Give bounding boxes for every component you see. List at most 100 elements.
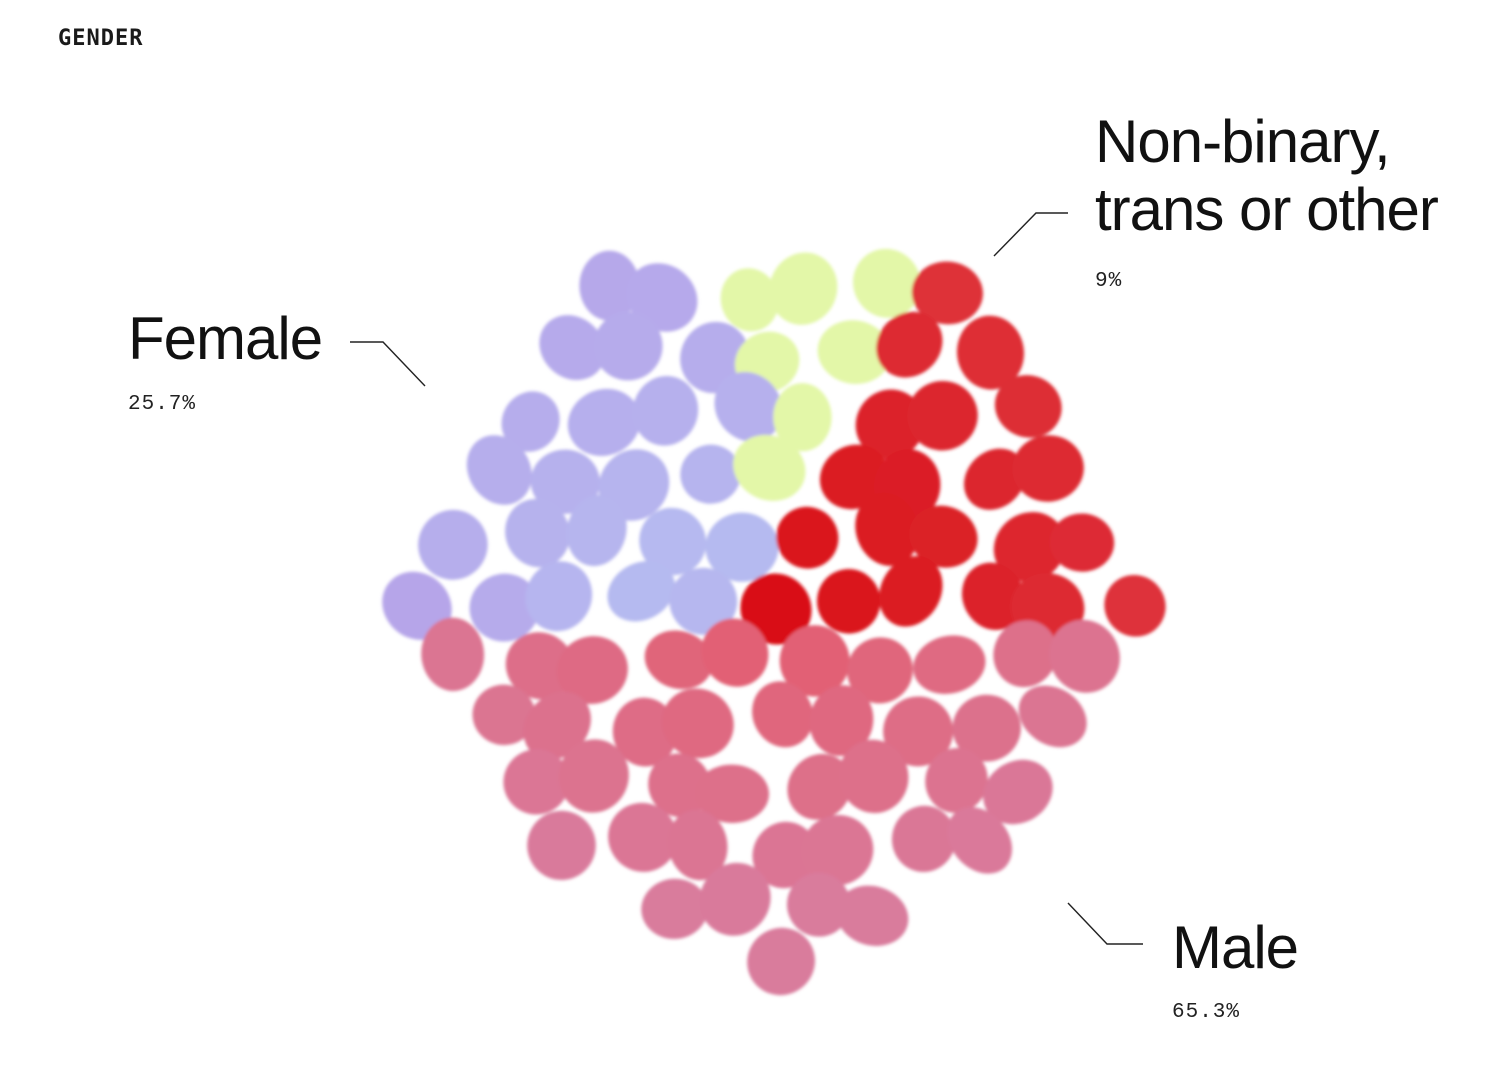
male-dot (816, 569, 881, 634)
female-dot (566, 494, 627, 567)
male-percent: 65.3% (1172, 1001, 1241, 1024)
male-dot (891, 805, 956, 873)
nonbinary-dot (773, 383, 832, 452)
male-dot (855, 389, 925, 459)
female-dot (501, 391, 560, 452)
male-label: Male (1172, 914, 1299, 981)
female-dot (626, 263, 698, 332)
male-dot (847, 637, 913, 704)
male-dot (879, 555, 943, 627)
female-dot (607, 561, 675, 622)
male-dot (855, 492, 919, 566)
nonbinary-dot (720, 268, 779, 332)
male-dot (612, 697, 677, 767)
male-dot (786, 872, 851, 937)
nonbinary-dot (817, 320, 891, 384)
male-dot (701, 618, 769, 687)
male-dot (695, 764, 769, 824)
male-dot (1049, 619, 1120, 693)
nonbinary-dot (769, 252, 838, 325)
nonbinary-leader-line (993, 212, 1068, 257)
nonbinary-dot (853, 248, 921, 318)
male-dot (925, 747, 988, 813)
male-dot (801, 815, 874, 886)
male-dot (994, 375, 1062, 438)
female-dot (530, 449, 600, 514)
male-dot (661, 688, 734, 759)
male-dot (752, 681, 814, 748)
female-dot (418, 509, 488, 580)
male-dot (1049, 513, 1115, 572)
male-dot (472, 684, 536, 746)
male-dot (505, 632, 575, 700)
male-dot (523, 691, 591, 760)
female-dot (705, 512, 779, 582)
male-dot (752, 821, 818, 889)
female-percent: 25.7% (128, 393, 197, 416)
male-dot (558, 739, 629, 813)
nonbinary-label-line1: Non-binary, (1095, 108, 1391, 175)
male-dot (993, 512, 1066, 582)
male-dot (876, 311, 943, 378)
male-dot (947, 807, 1013, 874)
male-dot (648, 753, 711, 818)
female-dot (639, 507, 707, 576)
male-dot (503, 749, 570, 815)
male-dot (779, 625, 850, 697)
male-dot (608, 802, 678, 872)
male-dot (993, 620, 1058, 688)
male-dot (819, 444, 889, 510)
male-dot (787, 753, 852, 820)
male-dot (911, 261, 983, 325)
male-dot (907, 380, 978, 451)
male-leader-line (1067, 902, 1143, 945)
female-dot (579, 250, 640, 321)
female-dot (539, 315, 606, 381)
nonbinary-label-line2: trans or other (1095, 176, 1439, 243)
male-dot (527, 810, 596, 880)
female-dot (567, 388, 641, 456)
male-dot (747, 927, 816, 996)
male-dot (1104, 574, 1166, 637)
female-label: Female (128, 305, 323, 372)
female-dot (714, 371, 783, 442)
female-leader-line (350, 341, 426, 387)
dot-cluster (382, 248, 1166, 996)
female-dot (525, 561, 593, 632)
male-dot (1018, 685, 1087, 748)
female-dot (505, 498, 570, 568)
male-dot (1012, 435, 1084, 502)
male-dot (883, 696, 954, 767)
nonbinary-percent: 9% (1095, 270, 1123, 293)
male-dot (556, 636, 628, 705)
male-dot (838, 739, 909, 814)
male-dot (809, 685, 874, 756)
male-dot (961, 562, 1025, 631)
male-dot (644, 630, 713, 690)
female-dot (469, 573, 540, 642)
male-dot (641, 878, 708, 940)
nonbinary-dot (733, 434, 806, 501)
male-dot (913, 635, 986, 695)
nonbinary-label: Non-binary, trans or other (1095, 108, 1439, 244)
male-dot (983, 759, 1053, 825)
female-dot (382, 571, 452, 640)
male-dot (963, 448, 1026, 510)
male-dot (956, 315, 1025, 390)
female-dot (669, 567, 738, 635)
male-dot (776, 506, 839, 569)
male-dot (909, 505, 978, 568)
male-dot (740, 573, 812, 645)
male-dot (952, 694, 1021, 762)
male-dot (421, 617, 485, 691)
female-dot (680, 444, 741, 504)
label-leaders (350, 212, 1143, 945)
male-dot (836, 885, 909, 946)
section-title: GENDER (58, 26, 144, 51)
female-dot (466, 435, 532, 505)
male-dot (699, 862, 771, 936)
female-dot (593, 311, 663, 381)
female-dot (632, 375, 699, 446)
male-dot (668, 809, 728, 881)
